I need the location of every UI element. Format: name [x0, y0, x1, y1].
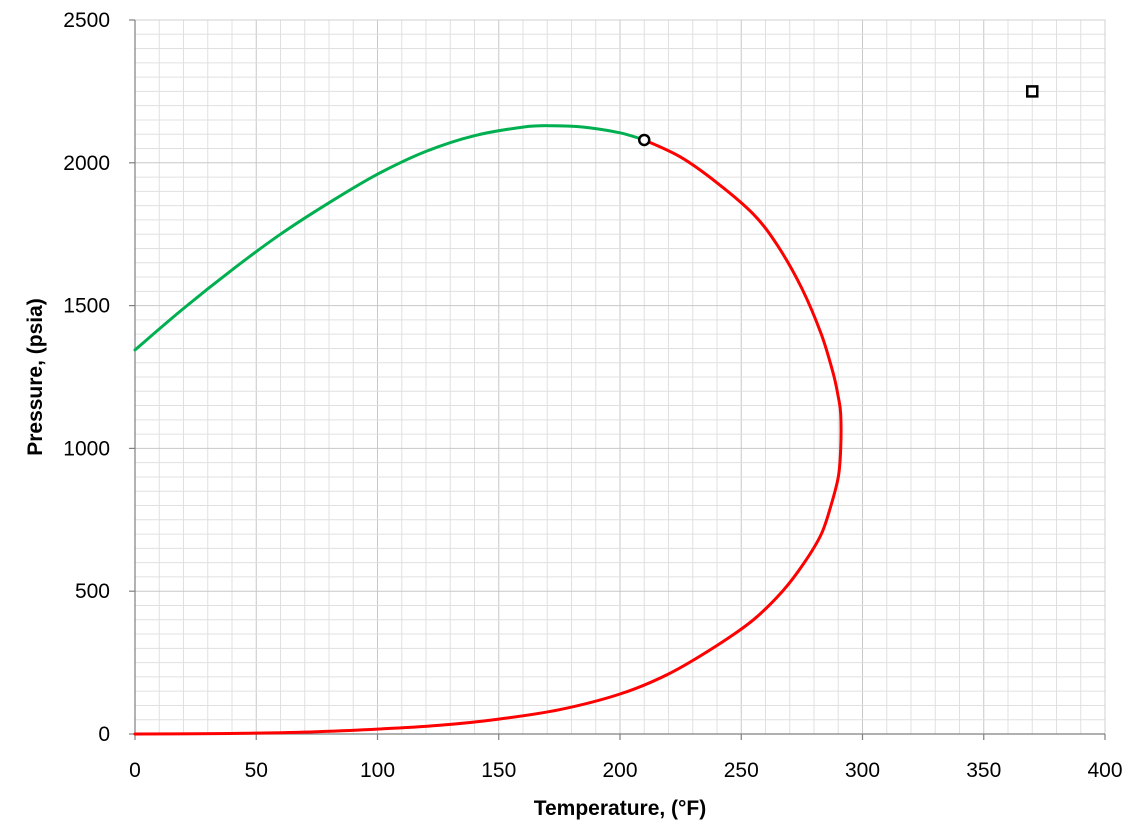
dew-point-curve — [133, 124, 646, 352]
x-tick-labels: 0 50 100 150 200 250 300 350 400 — [129, 759, 1122, 782]
x-tick-label: 50 — [245, 759, 268, 782]
square-point-marker — [1026, 85, 1039, 98]
critical-point-marker — [638, 133, 651, 147]
x-tick-label: 150 — [481, 759, 516, 782]
series-lines — [133, 124, 843, 736]
y-tick-label: 1500 — [63, 295, 110, 318]
x-tick-label: 200 — [602, 759, 637, 782]
y-tick-labels: 0 500 1000 1500 2000 2500 — [63, 9, 110, 746]
y-tick-label: 0 — [98, 723, 110, 746]
x-tick-label: 400 — [1087, 759, 1122, 782]
x-tick-label: 250 — [724, 759, 759, 782]
x-tick-label: 300 — [845, 759, 880, 782]
x-axis-title: Temperature, (°F) — [534, 797, 707, 820]
point-markers — [638, 85, 1039, 147]
y-tick-label: 500 — [75, 580, 110, 603]
grid-lines — [134, 19, 1106, 735]
y-tick-label: 1000 — [63, 437, 110, 460]
bubble-point-curve — [133, 138, 843, 736]
y-tick-label: 2000 — [63, 152, 110, 175]
plot-frame — [129, 19, 1106, 740]
y-tick-label: 2500 — [63, 9, 110, 32]
x-tick-label: 0 — [129, 759, 141, 782]
x-tick-label: 350 — [966, 759, 1001, 782]
x-tick-label: 100 — [360, 759, 395, 782]
y-axis-title: Pressure, (psia) — [24, 298, 47, 456]
